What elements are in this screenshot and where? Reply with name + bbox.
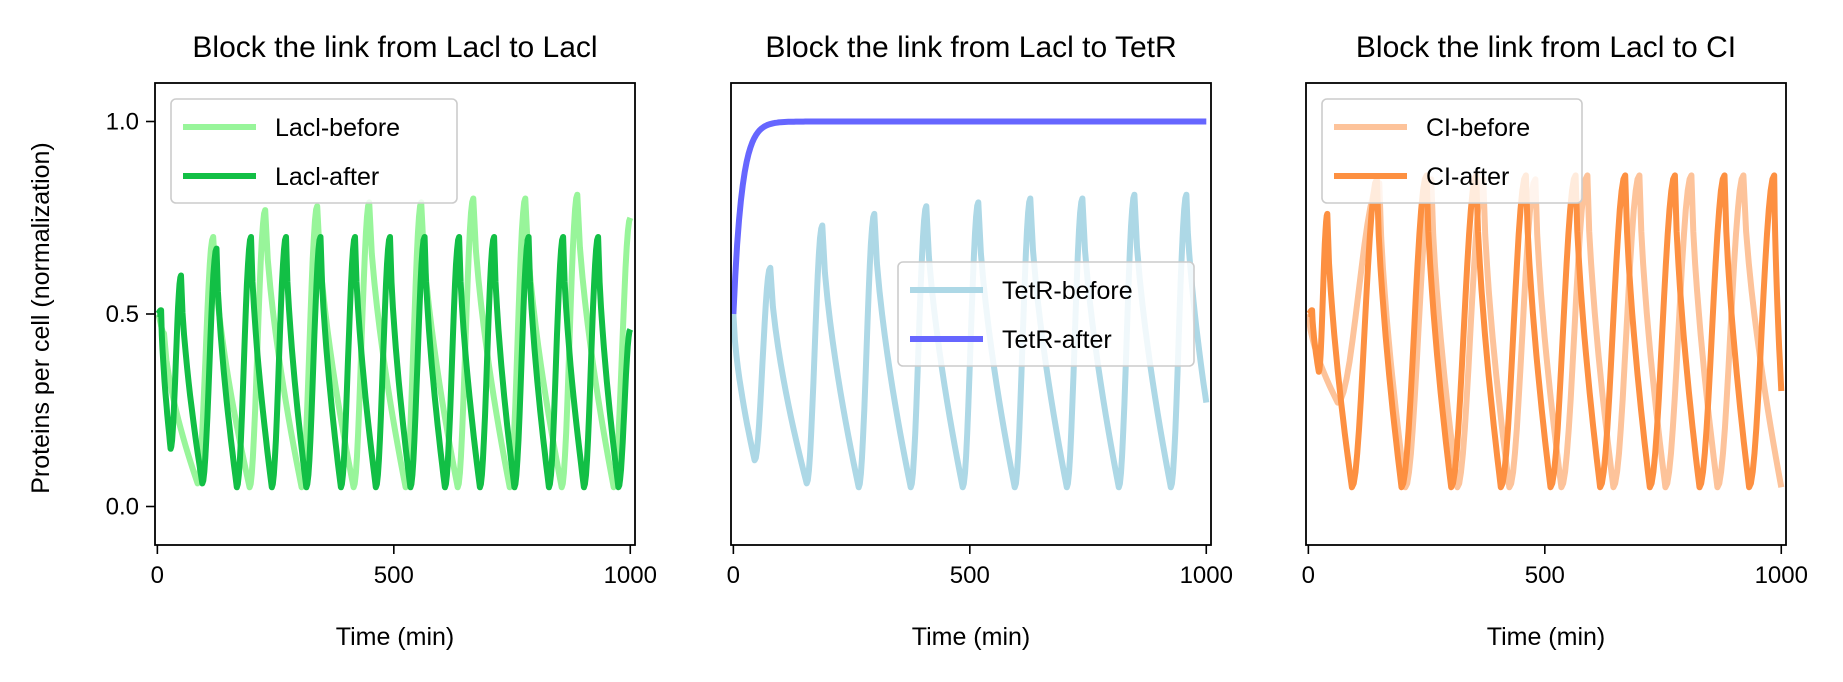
series-line-ci-before — [1306, 172, 1785, 491]
legend-label: TetR-after — [1002, 326, 1112, 354]
chart-panel-2: 0 500 1000 Block the link from Lacl to TetR… — [727, 31, 1233, 651]
legend-label: Lacl-before — [275, 114, 400, 142]
x-tick-label: 1000 — [1180, 562, 1233, 589]
x-tick-label: 0 — [151, 562, 164, 589]
x-tick-label: 1000 — [604, 562, 657, 589]
legend-label: CI-after — [1426, 163, 1509, 191]
series-line-tetr-after — [731, 118, 1208, 315]
x-axis-label: Time (min) — [912, 623, 1031, 651]
y-tick-label: 0.5 — [106, 301, 139, 328]
x-tick-label: 500 — [374, 562, 414, 589]
legend-label: TetR-before — [1002, 277, 1133, 305]
plot-series-group — [155, 191, 634, 491]
x-tick-label: 500 — [950, 562, 990, 589]
x-tick-label: 1000 — [1755, 562, 1808, 589]
legend-label: CI-before — [1426, 114, 1530, 142]
x-axis-label: Time (min) — [336, 623, 455, 651]
chart-title: Block the link from Lacl to TetR — [765, 31, 1176, 64]
x-axis-label: Time (min) — [1487, 623, 1606, 651]
legend: TetR-before TetR-after — [897, 261, 1195, 367]
series-line-lacl-after — [155, 234, 634, 491]
x-tick-label: 0 — [1302, 562, 1315, 589]
plot-frame — [730, 82, 1212, 546]
y-tick-label: 0.0 — [106, 494, 139, 521]
chart-title: Block the link from Lacl to CI — [1356, 31, 1736, 64]
chart-title: Block the link from Lacl to Lacl — [192, 31, 597, 64]
plot-frame — [1305, 82, 1787, 546]
x-tick-label: 500 — [1525, 562, 1565, 589]
x-tick-label: 0 — [727, 562, 740, 589]
chart-panel-3: 0 500 1000 Block the link from Lacl to CI Ti… — [1302, 31, 1808, 651]
y-tick-label: 1.0 — [106, 109, 139, 136]
y-axis-label: Proteins per cell (normalization) — [27, 142, 55, 494]
legend: CI-before CI-after — [1321, 98, 1583, 204]
legend: Lacl-before Lacl-after — [170, 98, 458, 204]
legend-label: Lacl-after — [275, 163, 379, 191]
chart-panel-1: 0 500 1000 0.0 0.5 1.0 Block the link from Lac… — [106, 31, 657, 651]
